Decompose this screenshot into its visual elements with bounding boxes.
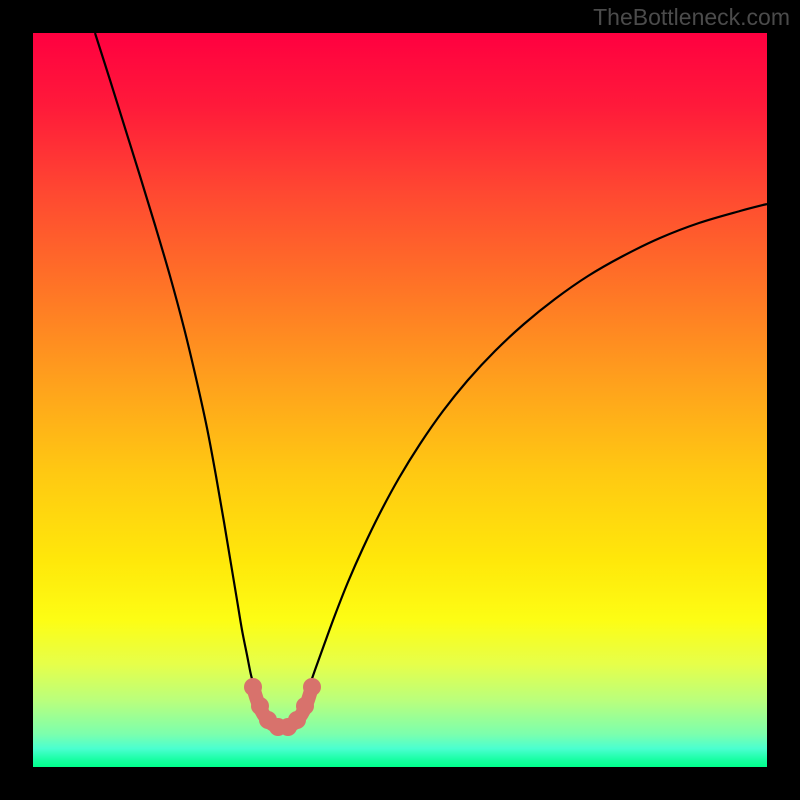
u-marker bbox=[303, 678, 321, 696]
watermark-text: TheBottleneck.com bbox=[593, 4, 790, 31]
u-marker bbox=[296, 697, 314, 715]
left-curve bbox=[95, 33, 263, 713]
overlay-svg bbox=[0, 0, 800, 800]
right-curve bbox=[300, 204, 767, 713]
u-marker bbox=[244, 678, 262, 696]
bottom-u-markers bbox=[244, 678, 321, 736]
chart-canvas: TheBottleneck.com bbox=[0, 0, 800, 800]
